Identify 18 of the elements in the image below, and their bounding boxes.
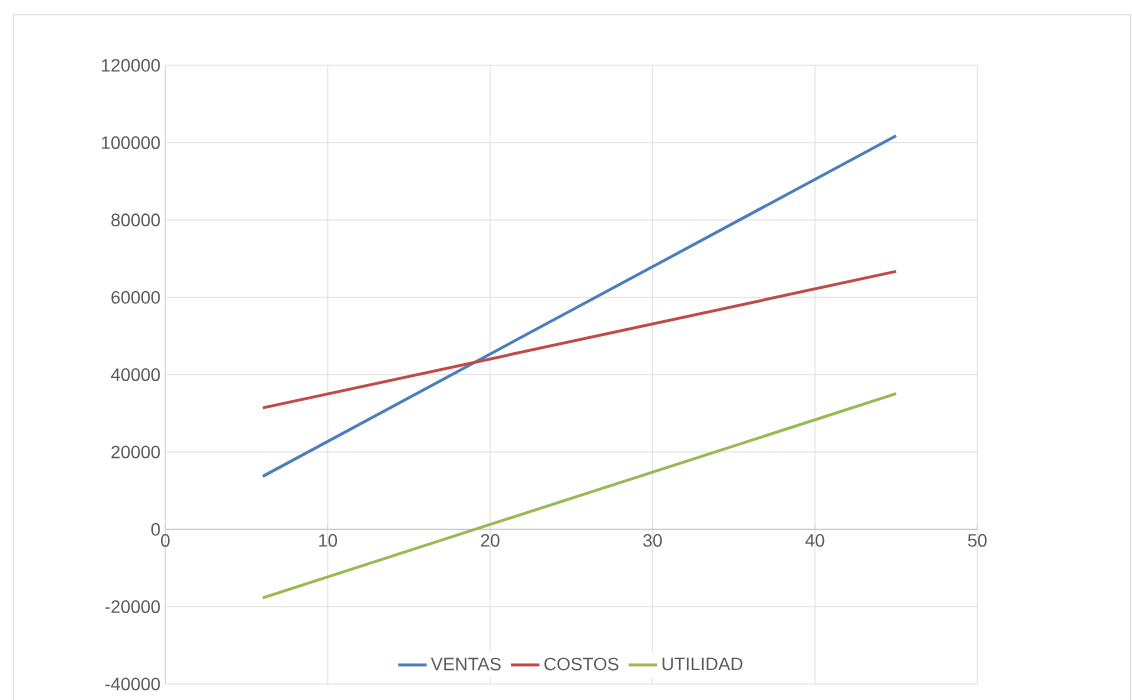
legend-label: UTILIDAD (662, 657, 743, 671)
y-tick-label: 60000 (111, 290, 160, 304)
y-tick-label: 100000 (101, 136, 160, 150)
x-tick-label: 10 (319, 534, 338, 547)
y-tick-label: 20000 (111, 445, 160, 459)
y-tick-label: -20000 (105, 600, 160, 614)
x-tick-label: 20 (481, 534, 500, 547)
y-tick-label: -40000 (105, 677, 160, 691)
x-tick-label: 30 (643, 534, 662, 547)
x-tick-label: 40 (805, 534, 825, 547)
legend-label: VENTAS (430, 657, 501, 671)
y-tick-label: 120000 (101, 58, 160, 72)
y-tick-label: 40000 (110, 368, 160, 382)
legend-label: COSTOS (544, 657, 619, 671)
x-tick-label: 50 (968, 534, 987, 547)
x-tick-label: 0 (161, 534, 170, 547)
y-tick-label: 80000 (111, 213, 160, 227)
y-tick-label: 0 (151, 522, 160, 536)
